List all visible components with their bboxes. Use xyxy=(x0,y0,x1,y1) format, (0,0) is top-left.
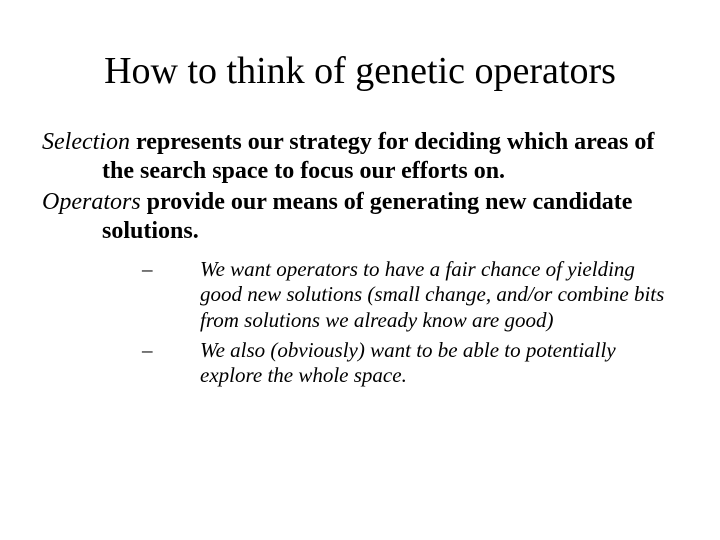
paragraph-operators: Operators provide our means of generatin… xyxy=(42,188,678,247)
bullet-text-1: We want operators to have a fair chance … xyxy=(200,257,678,334)
list-item: – We also (obviously) want to be able to… xyxy=(142,338,678,389)
slide: How to think of genetic operators Select… xyxy=(0,0,720,540)
slide-title: How to think of genetic operators xyxy=(42,50,678,94)
dash-icon: – xyxy=(142,257,200,334)
term-selection: Selection xyxy=(42,129,130,155)
term-operators: Operators xyxy=(42,189,141,215)
sub-bullet-list: – We want operators to have a fair chanc… xyxy=(42,257,678,389)
text-selection: represents our strategy for deciding whi… xyxy=(102,129,654,184)
paragraph-selection: Selection represents our strategy for de… xyxy=(42,128,678,187)
list-item: – We want operators to have a fair chanc… xyxy=(142,257,678,334)
text-operators: provide our means of generating new cand… xyxy=(102,189,632,244)
dash-icon: – xyxy=(142,338,200,389)
bullet-text-2: We also (obviously) want to be able to p… xyxy=(200,338,678,389)
